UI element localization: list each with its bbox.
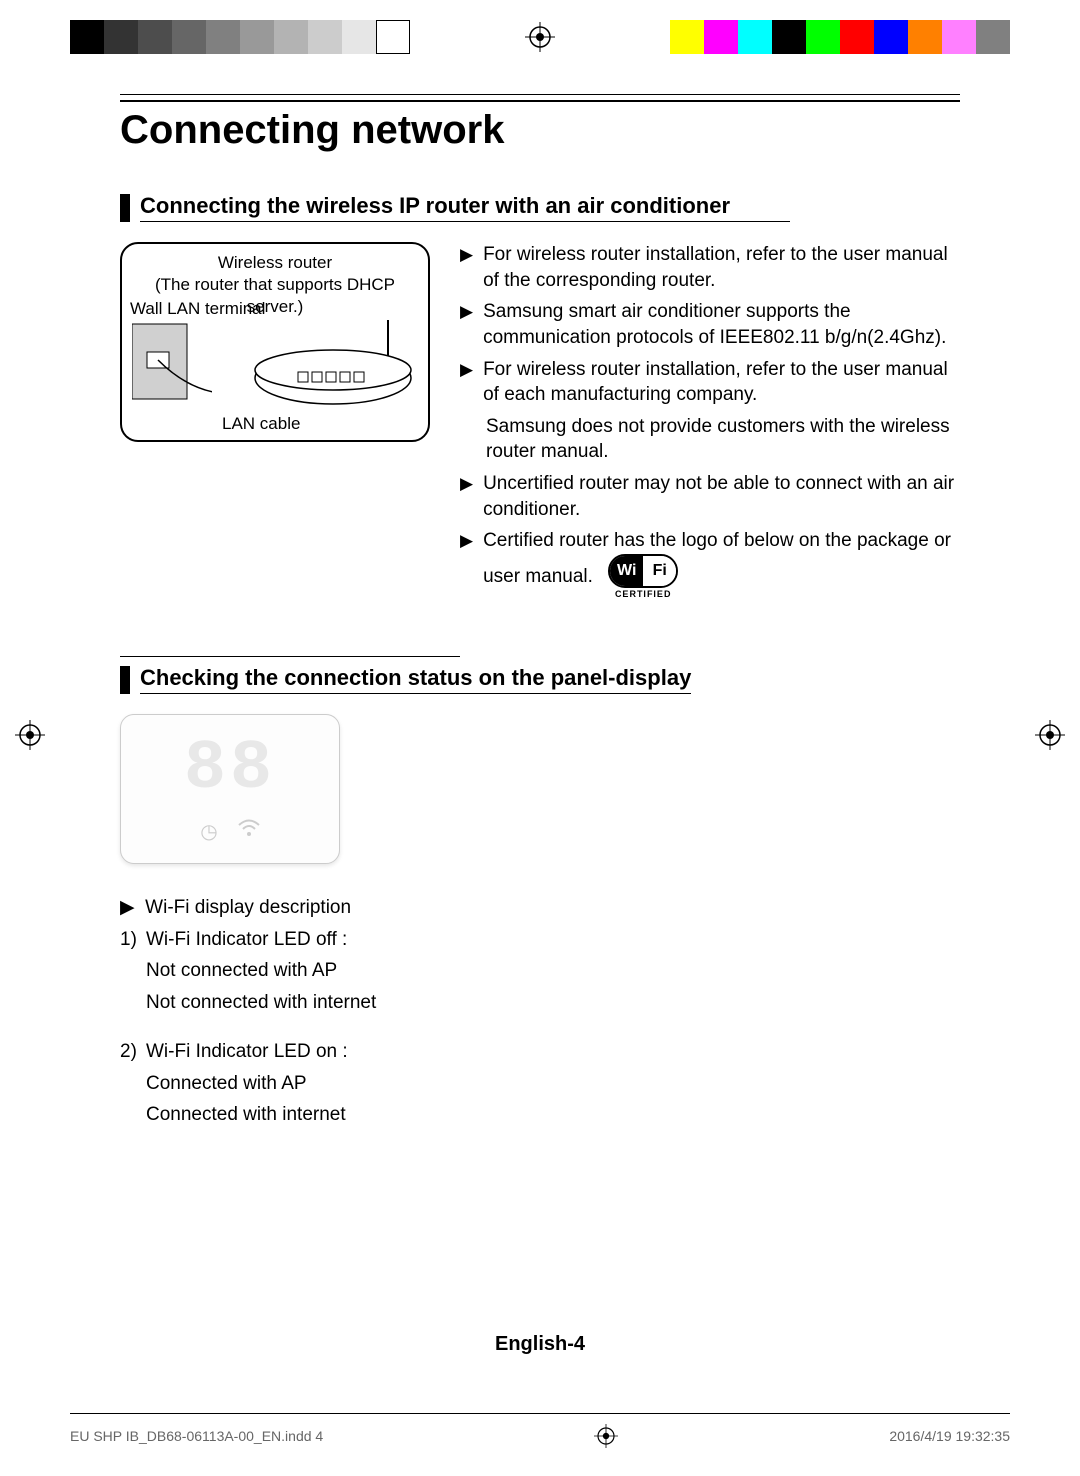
bullet-text: Samsung smart air conditioner supports t… (483, 299, 960, 350)
bullet-text: Uncertified router may not be able to co… (483, 471, 960, 522)
seven-segment-display: 88 (184, 735, 276, 805)
print-file-name: EU SHP IB_DB68-06113A-00_EN.indd 4 (70, 1428, 323, 1444)
section-1-bullets: ▶For wireless router installation, refer… (460, 242, 960, 606)
lan-cable-label: LAN cable (222, 414, 300, 434)
print-timestamp: 2016/4/19 19:32:35 (889, 1428, 1010, 1444)
wifi-description-list: ▶ Wi-Fi display description 1)Wi-Fi Indi… (120, 894, 960, 1129)
bullet-arrow-icon: ▶ (460, 301, 473, 350)
bullet-text: Certified router has the logo of below o… (483, 528, 960, 600)
bullet-arrow-icon: ▶ (460, 359, 473, 408)
page-number: English-4 (0, 1333, 1080, 1356)
section-1-header: Connecting the wireless IP router with a… (120, 193, 960, 222)
registration-mark-bottom (594, 1424, 618, 1448)
list-line: Not connected with internet (146, 989, 376, 1017)
router-diagram: Wireless router (The router that support… (120, 242, 430, 442)
timer-icon: ◷ (200, 819, 217, 844)
router-label-1: Wireless router (218, 253, 332, 272)
color-strip (670, 20, 1010, 54)
list-line: Connected with AP (146, 1070, 307, 1098)
bullet-arrow-icon: ▶ (460, 473, 473, 522)
section-bar (120, 666, 130, 694)
panel-display-illustration: 88 ◷ (120, 714, 340, 864)
bullet-text: For wireless router installation, refer … (483, 357, 960, 408)
list-number: 1) (120, 926, 146, 954)
wifi-icon (238, 819, 260, 844)
print-registration-bar (70, 20, 1010, 54)
registration-mark-left (15, 720, 45, 750)
router-icon (248, 320, 418, 410)
section-1-title: Connecting the wireless IP router with a… (140, 193, 790, 222)
list-line: Connected with internet (146, 1101, 346, 1129)
list-line: Wi-Fi Indicator LED on : (146, 1038, 348, 1066)
page-title: Connecting network (120, 108, 960, 153)
registration-mark-top (525, 22, 555, 52)
registration-mark-right (1035, 720, 1065, 750)
bullet-arrow-icon: ▶ (460, 244, 473, 293)
sub-note: Samsung does not provide customers with … (486, 414, 960, 465)
section-2-rule (120, 656, 460, 657)
grayscale-strip (70, 20, 410, 54)
section-bar (120, 194, 130, 222)
list-line: Wi-Fi Indicator LED off : (146, 926, 347, 954)
wall-terminal-icon (132, 314, 212, 404)
print-footer: EU SHP IB_DB68-06113A-00_EN.indd 4 2016/… (70, 1413, 1010, 1448)
list-line: Not connected with AP (146, 957, 337, 985)
bullet-text: For wireless router installation, refer … (483, 242, 960, 293)
wifi-certified-logo: WiFi CERTIFIED (608, 554, 678, 600)
bullet-arrow-icon: ▶ (120, 894, 145, 922)
description-heading: Wi-Fi display description (145, 894, 351, 922)
section-2-title: Checking the connection status on the pa… (140, 665, 691, 694)
title-rule (120, 100, 960, 102)
section-2-header: Checking the connection status on the pa… (120, 665, 960, 694)
bullet-arrow-icon: ▶ (460, 530, 473, 600)
list-number: 2) (120, 1038, 146, 1066)
